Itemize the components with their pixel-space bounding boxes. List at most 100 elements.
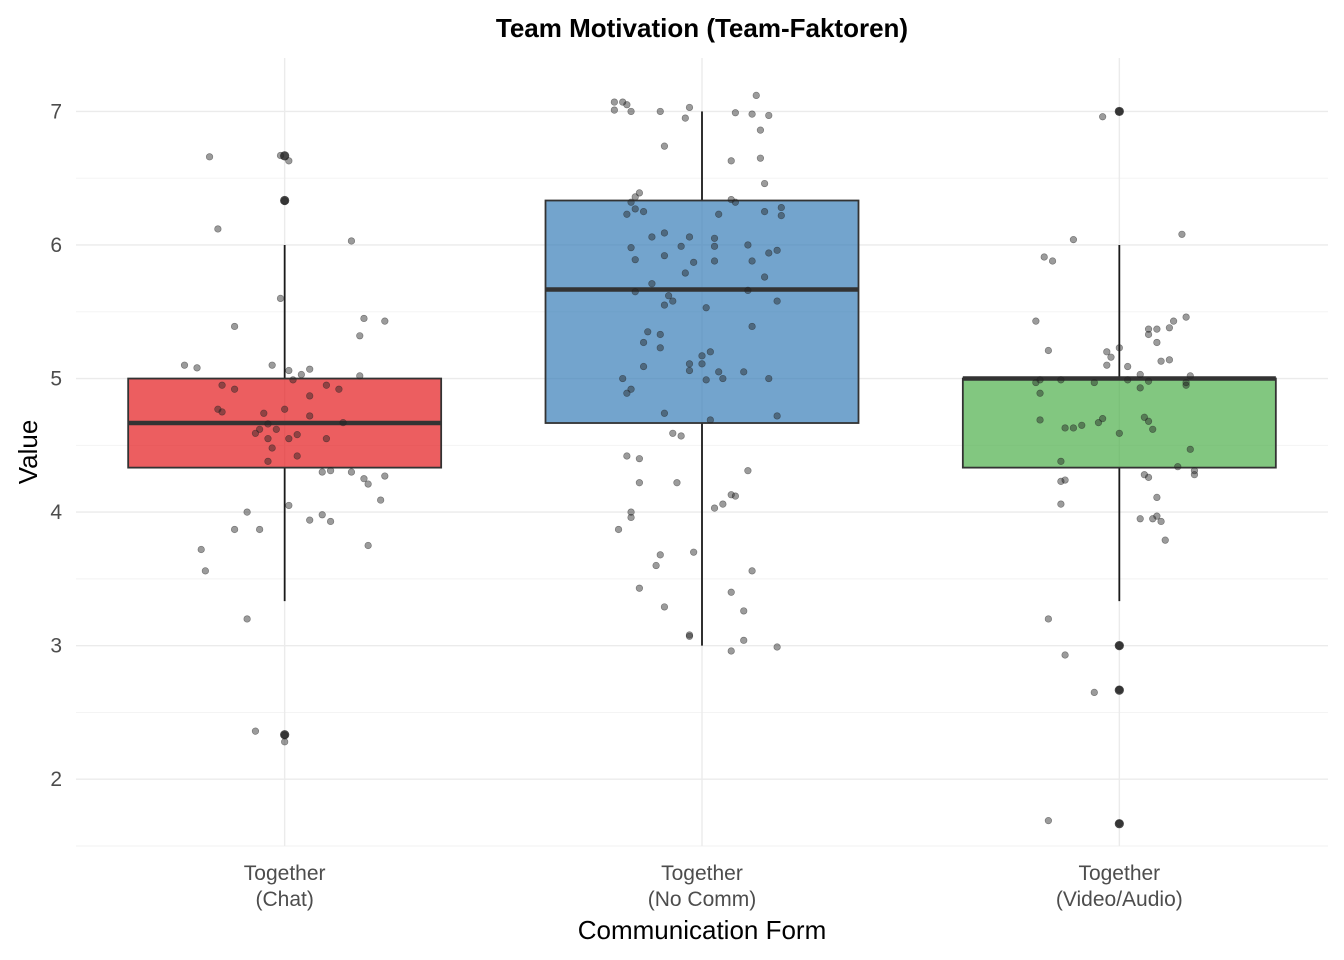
jitter-point <box>1178 230 1186 238</box>
jitter-point <box>306 516 314 524</box>
jitter-point <box>706 348 714 356</box>
jitter-point <box>627 198 635 206</box>
jitter-point <box>660 301 669 309</box>
jitter-point <box>1153 338 1161 347</box>
jitter-point <box>648 233 656 241</box>
jitter-point <box>285 366 293 375</box>
jitter-point <box>360 314 368 323</box>
jitter-point <box>1103 361 1111 369</box>
jitter-point <box>1136 370 1144 379</box>
jitter-point <box>1044 615 1052 623</box>
jitter-point <box>623 101 631 109</box>
jitter-point <box>1136 515 1144 523</box>
jitter-point <box>635 584 644 592</box>
jitter-point <box>635 455 644 463</box>
jitter-point <box>1174 463 1182 471</box>
jitter-point <box>1057 376 1065 384</box>
jitter-point <box>752 91 760 99</box>
y-tick-label: 3 <box>50 635 62 658</box>
jitter-point <box>715 368 723 376</box>
jitter-point <box>719 374 727 383</box>
jitter-point <box>760 179 769 188</box>
jitter-point <box>1032 378 1040 387</box>
box-1 <box>127 151 443 740</box>
jitter-point <box>1182 381 1190 389</box>
jitter-point <box>1115 429 1123 437</box>
jitter-point <box>1057 457 1065 465</box>
jitter-point <box>1186 372 1194 380</box>
jitter-point <box>285 435 293 443</box>
jitter-point <box>256 525 264 534</box>
jitter-point <box>193 364 201 372</box>
jitter-point <box>1182 378 1190 387</box>
jitter-point <box>1032 317 1040 325</box>
jitter-point <box>214 405 222 413</box>
jitter-point <box>1140 471 1148 479</box>
jitter-point <box>619 98 627 106</box>
jitter-point <box>731 492 739 500</box>
jitter-point <box>685 360 694 368</box>
jitter-point <box>677 432 685 440</box>
jitter-point <box>656 107 664 116</box>
jitter-point <box>748 110 756 118</box>
jitter-point <box>1061 651 1069 659</box>
jitter-point <box>347 237 356 245</box>
jitter-point <box>731 198 739 206</box>
jitter-point <box>685 103 694 112</box>
x-tick-label: (Chat) <box>255 888 313 911</box>
jitter-point <box>1149 515 1157 523</box>
x-axis-title: Communication Form <box>578 915 827 945</box>
point-layer <box>180 91 1199 827</box>
jitter-point <box>1036 376 1044 384</box>
jitter-point <box>276 151 285 160</box>
jitter-point <box>281 738 289 746</box>
jitter-point <box>765 374 773 383</box>
jitter-point <box>381 472 389 480</box>
jitter-point <box>1153 493 1161 502</box>
jitter-point <box>1144 417 1153 425</box>
jitter-point <box>702 304 710 312</box>
jitter-point <box>293 431 301 439</box>
jitter-point <box>631 205 639 213</box>
jitter-point <box>1078 421 1086 429</box>
y-tick-label: 4 <box>50 501 62 524</box>
jitter-point <box>1099 113 1107 121</box>
jitter-point <box>619 374 627 383</box>
jitter-point <box>665 292 673 300</box>
y-tick-label: 6 <box>50 234 62 257</box>
jitter-point <box>669 429 677 437</box>
jitter-point <box>710 234 719 242</box>
jitter-point <box>264 435 272 443</box>
jitter-point <box>1040 253 1048 261</box>
jitter-point <box>648 280 656 288</box>
jitter-point <box>326 467 335 475</box>
jitter-point <box>744 241 752 249</box>
jitter-point <box>765 249 773 257</box>
jitter-point <box>660 409 669 417</box>
jitter-point <box>1169 317 1178 325</box>
jitter-point <box>1144 330 1153 339</box>
x-tick-label: Together <box>661 862 743 885</box>
jitter-point <box>218 408 226 416</box>
jitter-point <box>1069 236 1078 244</box>
jitter-point <box>1115 107 1123 116</box>
jitter-point <box>293 452 301 460</box>
box-layer <box>127 106 1277 829</box>
jitter-point <box>306 412 314 420</box>
jitter-point <box>610 106 618 114</box>
jitter-point <box>1124 376 1132 384</box>
jitter-point <box>698 352 706 360</box>
jitter-point <box>243 508 251 516</box>
jitter-point <box>1157 517 1165 526</box>
jitter-point <box>727 647 735 655</box>
jitter-point <box>773 246 781 254</box>
jitter-point <box>710 257 719 265</box>
jitter-point <box>748 567 756 575</box>
jitter-point <box>773 297 781 305</box>
jitter-point <box>627 513 635 522</box>
jitter-point <box>627 107 635 116</box>
jitter-point <box>230 385 239 393</box>
jitter-point <box>1090 688 1098 697</box>
jitter-point <box>281 731 289 739</box>
jitter-point <box>1057 500 1065 508</box>
